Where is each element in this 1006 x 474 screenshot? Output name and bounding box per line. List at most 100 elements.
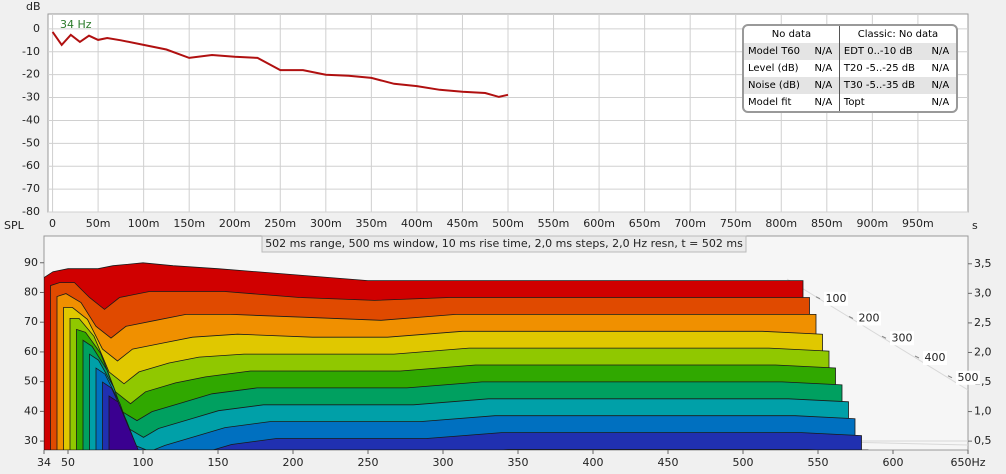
x-tick-label: 500m bbox=[492, 217, 524, 230]
decay-line bbox=[51, 31, 509, 98]
y-tick-label: 70 bbox=[24, 315, 38, 328]
table-header: Classic: No data bbox=[838, 26, 956, 43]
x-tick-label: 450 bbox=[658, 456, 679, 469]
y-axis-label: dB bbox=[26, 0, 41, 13]
time-tick-label: 500 bbox=[958, 371, 979, 384]
x-tick-label: 450m bbox=[447, 217, 479, 230]
x-tick-label: 700m bbox=[674, 217, 706, 230]
tick-mark bbox=[947, 375, 953, 379]
y-tick-label: 40 bbox=[24, 404, 38, 417]
y-tick-label: 50 bbox=[24, 375, 38, 388]
y-tick-label: 80 bbox=[24, 285, 38, 298]
x-axis-unit: s bbox=[972, 219, 978, 232]
tick-mark bbox=[914, 355, 920, 359]
y-axis-label: SPL bbox=[4, 219, 25, 232]
x-tick-label: 950m bbox=[902, 217, 934, 230]
x-tick-label: 250 bbox=[358, 456, 379, 469]
waterfall-subtitle: 502 ms range, 500 ms window, 10 ms rise … bbox=[265, 237, 743, 250]
tick-mark bbox=[881, 335, 887, 339]
x-tick-label: 500 bbox=[733, 456, 754, 469]
table-cell: Noise (dB) bbox=[744, 77, 811, 94]
y2-tick-label: 0,5 bbox=[974, 434, 992, 447]
x-tick-label: 100m bbox=[128, 217, 160, 230]
y-tick-label: 90 bbox=[24, 256, 38, 269]
table-cell: Model T60 bbox=[744, 43, 811, 60]
x-tick-label: 600 bbox=[883, 456, 904, 469]
x-tick-label: 300m bbox=[310, 217, 342, 230]
tick-mark bbox=[815, 296, 821, 300]
x-tick-label: 650m bbox=[629, 217, 661, 230]
annotation: 34 Hz bbox=[60, 18, 92, 31]
table-cell: N/A bbox=[810, 43, 839, 60]
y-tick-label: -80 bbox=[22, 205, 40, 218]
table-cell: Topt bbox=[838, 94, 928, 111]
x-tick-label: 250m bbox=[264, 217, 296, 230]
x-tick-label: 400 bbox=[583, 456, 604, 469]
x-tick-label: 34 bbox=[37, 456, 51, 469]
x-tick-label: 50 bbox=[61, 456, 75, 469]
x-tick-label: 150 bbox=[208, 456, 229, 469]
table-cell: EDT 0..-10 dB bbox=[838, 43, 928, 60]
y-tick-label: 30 bbox=[24, 434, 38, 447]
table-cell: N/A bbox=[927, 77, 956, 94]
waterfall-slice bbox=[108, 395, 869, 450]
x-tick-label: 900m bbox=[856, 217, 888, 230]
y-tick-label: -50 bbox=[22, 136, 40, 149]
table-cell: T30 -5..-35 dB bbox=[838, 77, 928, 94]
time-label-bg bbox=[890, 331, 914, 346]
y-tick-label: -60 bbox=[22, 159, 40, 172]
x-tick-label: 600m bbox=[583, 217, 615, 230]
table-cell: N/A bbox=[927, 43, 956, 60]
x-tick-label: 400m bbox=[401, 217, 433, 230]
x-tick-label: 550m bbox=[538, 217, 570, 230]
x-tick-label: 50m bbox=[86, 217, 111, 230]
y-tick-label: -10 bbox=[22, 45, 40, 58]
y2-tick-label: 3,5 bbox=[974, 257, 992, 270]
table-cell: N/A bbox=[931, 63, 950, 74]
table-cell: N/A bbox=[931, 97, 950, 108]
time-tick-label: 400 bbox=[925, 351, 946, 364]
table-cell: Model fit bbox=[748, 97, 792, 108]
x-tick-label: 650Hz bbox=[950, 456, 985, 469]
y-tick-label: -30 bbox=[22, 91, 40, 104]
waterfall-slice bbox=[95, 367, 856, 450]
time-tick-label: 300 bbox=[892, 331, 913, 344]
x-tick-label: 200m bbox=[219, 217, 251, 230]
y2-tick-label: 2,0 bbox=[974, 345, 992, 358]
x-tick-label: 350m bbox=[356, 217, 388, 230]
table-header: No data bbox=[771, 29, 812, 40]
y2-tick-label: 3,0 bbox=[974, 286, 992, 299]
x-tick-label: 550 bbox=[808, 456, 829, 469]
x-tick-label: 350 bbox=[508, 456, 529, 469]
x-tick-label: 100 bbox=[133, 456, 154, 469]
x-tick-label: 850m bbox=[811, 217, 843, 230]
waterfall-slices bbox=[44, 262, 869, 450]
y-tick-label: -70 bbox=[22, 182, 40, 195]
table-cell: T20 -5..-25 dB bbox=[838, 60, 928, 77]
y2-tick-label: 1,0 bbox=[974, 405, 992, 418]
x-tick-label: 750m bbox=[720, 217, 752, 230]
header-box bbox=[261, 235, 747, 253]
x-tick-label: 0 bbox=[49, 217, 56, 230]
x-tick-label: 150m bbox=[173, 217, 205, 230]
x-tick-label: 200 bbox=[283, 456, 304, 469]
x-tick-label: 300 bbox=[433, 456, 454, 469]
stats-table: No data Classic: No data Model T60 N/A EDT … bbox=[742, 24, 958, 113]
y-tick-label: 60 bbox=[24, 345, 38, 358]
table-cell: N/A bbox=[810, 77, 839, 94]
tick-mark bbox=[848, 316, 854, 319]
time-label-bg bbox=[857, 311, 881, 326]
table-cell: N/A bbox=[814, 97, 833, 108]
y-tick-label: -40 bbox=[22, 113, 40, 126]
table-cell: N/A bbox=[814, 63, 833, 74]
x-tick-label: 800m bbox=[765, 217, 797, 230]
y2-tick-label: 2,5 bbox=[974, 316, 992, 329]
y-tick-label: 0 bbox=[33, 22, 40, 35]
table-cell: Level (dB) bbox=[748, 63, 799, 74]
time-label-bg bbox=[824, 291, 848, 306]
time-label-bg bbox=[956, 370, 980, 385]
y-tick-label: -20 bbox=[22, 68, 40, 81]
time-tick-label: 100 bbox=[826, 292, 847, 305]
